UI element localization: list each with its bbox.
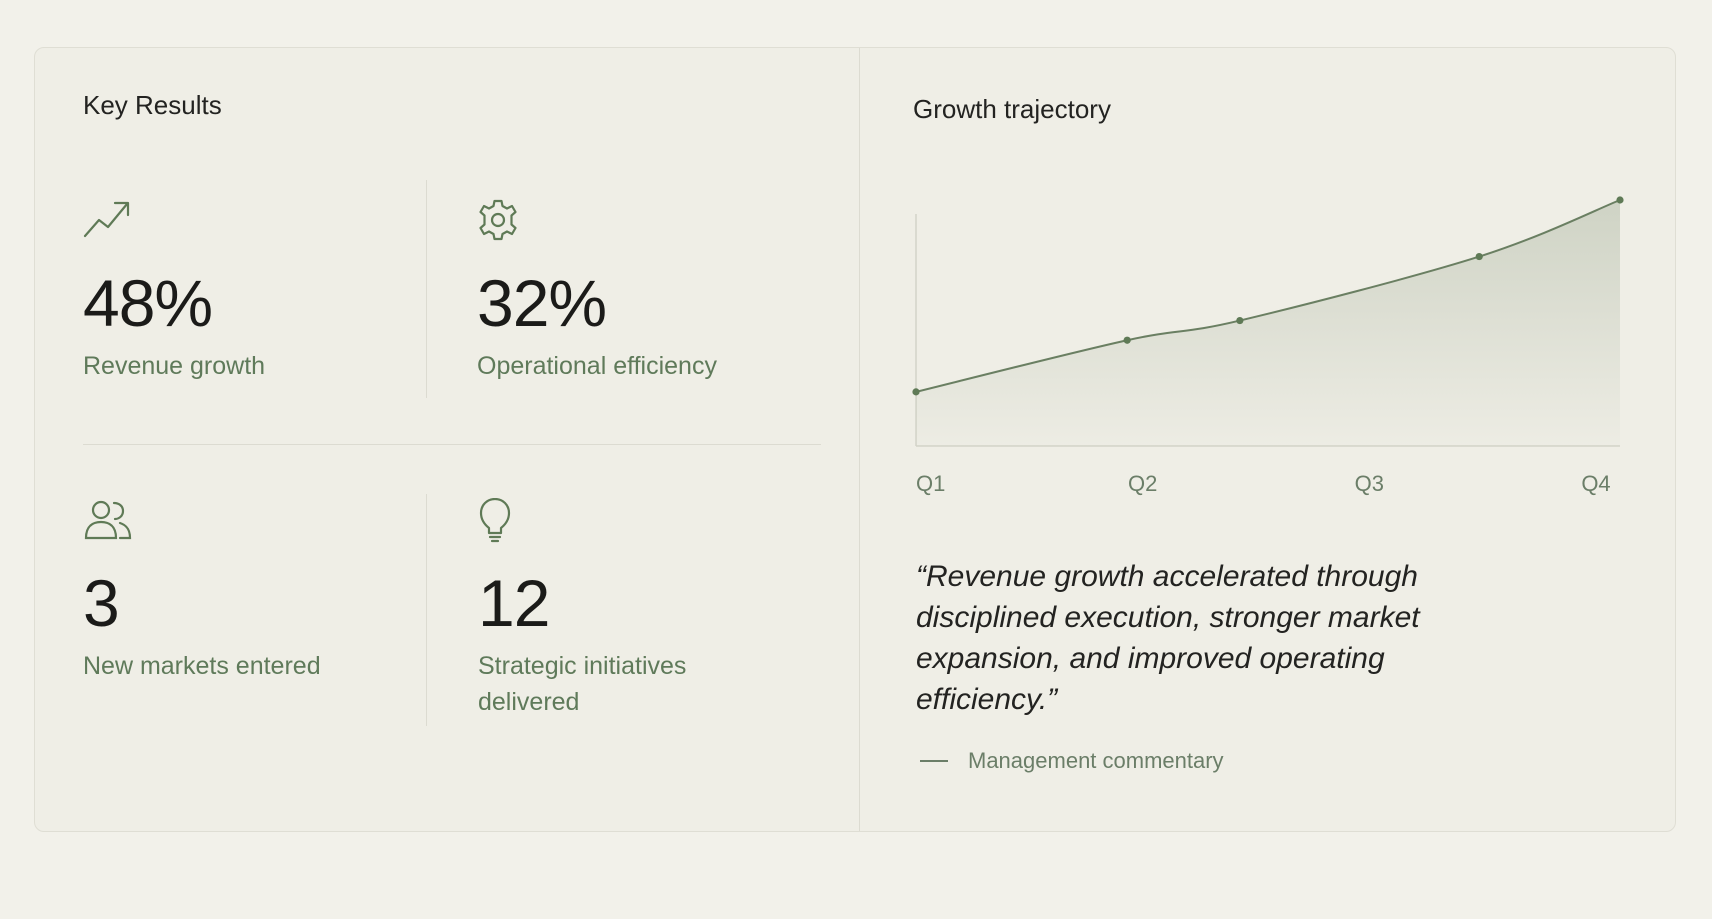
users-icon bbox=[83, 498, 133, 544]
lightbulb-icon bbox=[478, 497, 528, 544]
kpi-label: Strategic initiatives delivered bbox=[478, 652, 687, 716]
kpi-value: 32% bbox=[477, 266, 607, 340]
chart-tick-label: Q2 bbox=[1128, 471, 1157, 496]
trending-up-icon bbox=[83, 198, 133, 244]
chart-data-point bbox=[912, 388, 920, 396]
quote-attribution: Management commentary bbox=[920, 748, 1224, 774]
kpi-label: Revenue growth bbox=[83, 352, 266, 380]
chart-area-fill bbox=[916, 200, 1620, 446]
attribution-text: Management commentary bbox=[968, 748, 1224, 773]
kpi-divider bbox=[426, 494, 427, 726]
card-divider bbox=[859, 48, 860, 831]
chart-data-point bbox=[1475, 252, 1483, 261]
kpi-value: 48% bbox=[83, 266, 213, 340]
kpi-value: 12 bbox=[478, 566, 550, 640]
kpi-row-divider bbox=[83, 444, 821, 445]
key-results-title: Key Results bbox=[83, 90, 222, 120]
chart-data-point bbox=[1616, 196, 1624, 204]
kpi-value: 3 bbox=[83, 566, 120, 640]
management-quote: “Revenue growth accelerated through disc… bbox=[916, 560, 1420, 716]
kpi-divider bbox=[426, 180, 427, 398]
chart-tick-label: Q3 bbox=[1355, 471, 1384, 496]
growth-trajectory-title: Growth trajectory bbox=[913, 94, 1111, 124]
chart-data-point bbox=[1123, 336, 1131, 344]
chart-data-point bbox=[1236, 316, 1244, 325]
attribution-dash bbox=[920, 760, 948, 762]
kpi-label: Operational efficiency bbox=[477, 352, 717, 380]
gear-icon bbox=[477, 198, 527, 244]
growth-trajectory-chart: Q1 Q2 Q3 Q4 bbox=[912, 196, 1624, 496]
chart-tick-label: Q4 bbox=[1581, 471, 1610, 496]
kpi-label: New markets entered bbox=[83, 652, 321, 680]
chart-tick-label: Q1 bbox=[916, 471, 945, 496]
